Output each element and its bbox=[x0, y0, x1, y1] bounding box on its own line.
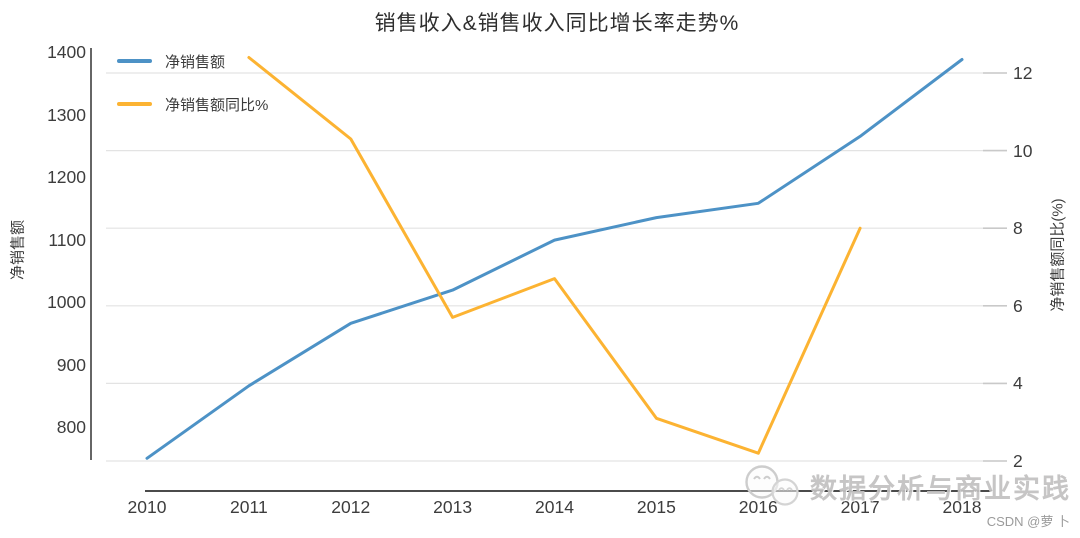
x-tick-label: 2012 bbox=[331, 497, 371, 517]
x-tick-label: 2016 bbox=[738, 497, 778, 517]
x-tick-label: 2013 bbox=[433, 497, 473, 517]
right-tick-label: 12 bbox=[1013, 63, 1033, 83]
csdn-credit: CSDN @萝 卜 bbox=[986, 514, 1070, 529]
right-tick-label: 4 bbox=[1013, 373, 1023, 394]
right-tick-label: 10 bbox=[1013, 140, 1033, 161]
series-line-yoy bbox=[247, 56, 862, 455]
left-tick-label: 1100 bbox=[48, 229, 86, 250]
chart-title: 销售收入&销售收入同比增长率走势% bbox=[374, 12, 740, 35]
left-tick-label: 800 bbox=[56, 417, 86, 437]
watermark: 数据分析与商业实践 bbox=[742, 464, 1071, 508]
legend-label: 净销售额同比% bbox=[165, 96, 269, 114]
watermark-text: 数据分析与商业实践 bbox=[810, 473, 1071, 504]
legend-item: 净销售额 bbox=[117, 52, 226, 71]
x-tick-label: 2010 bbox=[127, 497, 167, 517]
x-tick-label: 2014 bbox=[535, 497, 574, 517]
legend-line-swatch bbox=[117, 102, 152, 106]
x-tick-label: 2015 bbox=[636, 497, 676, 517]
x-tick-label: 2017 bbox=[840, 497, 880, 517]
wechat-emoji-icon bbox=[745, 465, 799, 506]
left-tick-label: 900 bbox=[56, 354, 86, 375]
right-tick-label: 6 bbox=[1013, 295, 1023, 316]
left-tick-label: 1400 bbox=[47, 42, 86, 62]
right-tick-label: 2 bbox=[1013, 451, 1023, 471]
legend-item: 净销售额同比% bbox=[117, 95, 269, 114]
legend-line-swatch bbox=[117, 59, 152, 63]
left-tick-label: 1200 bbox=[47, 167, 86, 187]
left-tick-label: 1000 bbox=[47, 292, 86, 312]
x-tick-label: 2011 bbox=[230, 497, 268, 517]
series-line-sales bbox=[145, 58, 964, 460]
x-tick-label: 2018 bbox=[942, 497, 982, 517]
right-tick-label: 8 bbox=[1013, 218, 1023, 239]
legend-label: 净销售额 bbox=[165, 53, 226, 71]
left-tick-label: 1300 bbox=[47, 104, 86, 125]
